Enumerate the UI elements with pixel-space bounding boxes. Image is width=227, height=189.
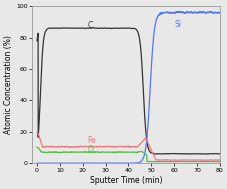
Text: Si: Si	[173, 20, 180, 29]
Text: Fe: Fe	[87, 136, 96, 145]
Text: O: O	[87, 145, 93, 154]
Y-axis label: Atomic Concentration (%): Atomic Concentration (%)	[4, 35, 13, 134]
Text: C: C	[87, 21, 92, 30]
X-axis label: Sputter Time (min): Sputter Time (min)	[89, 176, 162, 185]
